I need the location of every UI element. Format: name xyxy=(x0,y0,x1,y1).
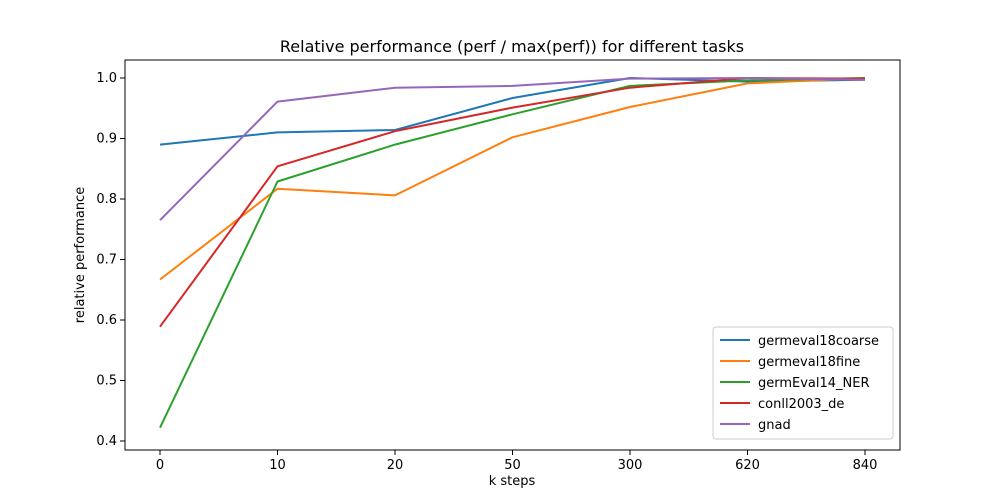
legend-entry-label: germeval18fine xyxy=(758,355,860,370)
x-tick-label: 50 xyxy=(504,458,521,473)
chart-title: Relative performance (perf / max(perf)) … xyxy=(280,37,744,56)
x-tick-label: 10 xyxy=(269,458,286,473)
x-tick-label: 20 xyxy=(387,458,404,473)
legend-entry-label: germEval14_NER xyxy=(758,376,870,391)
series-lines xyxy=(159,77,866,429)
y-axis-label: relative performance xyxy=(73,187,88,323)
series-line-germeval18coarse xyxy=(159,77,866,146)
x-tick-label: 300 xyxy=(618,458,643,473)
x-tick-label: 620 xyxy=(735,458,760,473)
x-axis: 0 10 20 50 300 620 840 xyxy=(156,450,878,473)
y-tick-label: 0.8 xyxy=(96,192,117,207)
series-line-germeval14-ner xyxy=(159,77,866,429)
y-tick-label: 0.9 xyxy=(96,132,117,147)
legend-entry-label: gnad xyxy=(758,418,791,433)
legend: germeval18coarse germeval18fine germEval14… xyxy=(712,326,894,440)
y-axis: 0.4 0.5 0.6 0.7 0.8 0.9 1.0 xyxy=(96,71,125,449)
x-axis-label: k steps xyxy=(489,474,536,489)
series-line-gnad xyxy=(159,77,866,221)
y-tick-label: 1.0 xyxy=(96,71,117,86)
y-tick-label: 0.7 xyxy=(96,253,117,268)
series-line-germeval18fine xyxy=(159,77,866,281)
x-tick-label: 840 xyxy=(853,458,878,473)
x-tick-label: 0 xyxy=(156,458,164,473)
y-tick-label: 0.6 xyxy=(96,313,117,328)
y-tick-label: 0.5 xyxy=(96,374,117,389)
legend-entry-label: germeval18coarse xyxy=(758,334,879,349)
y-tick-label: 0.4 xyxy=(96,434,117,449)
legend-entry-label: conll2003_de xyxy=(758,397,844,412)
legend-frame xyxy=(712,326,894,440)
